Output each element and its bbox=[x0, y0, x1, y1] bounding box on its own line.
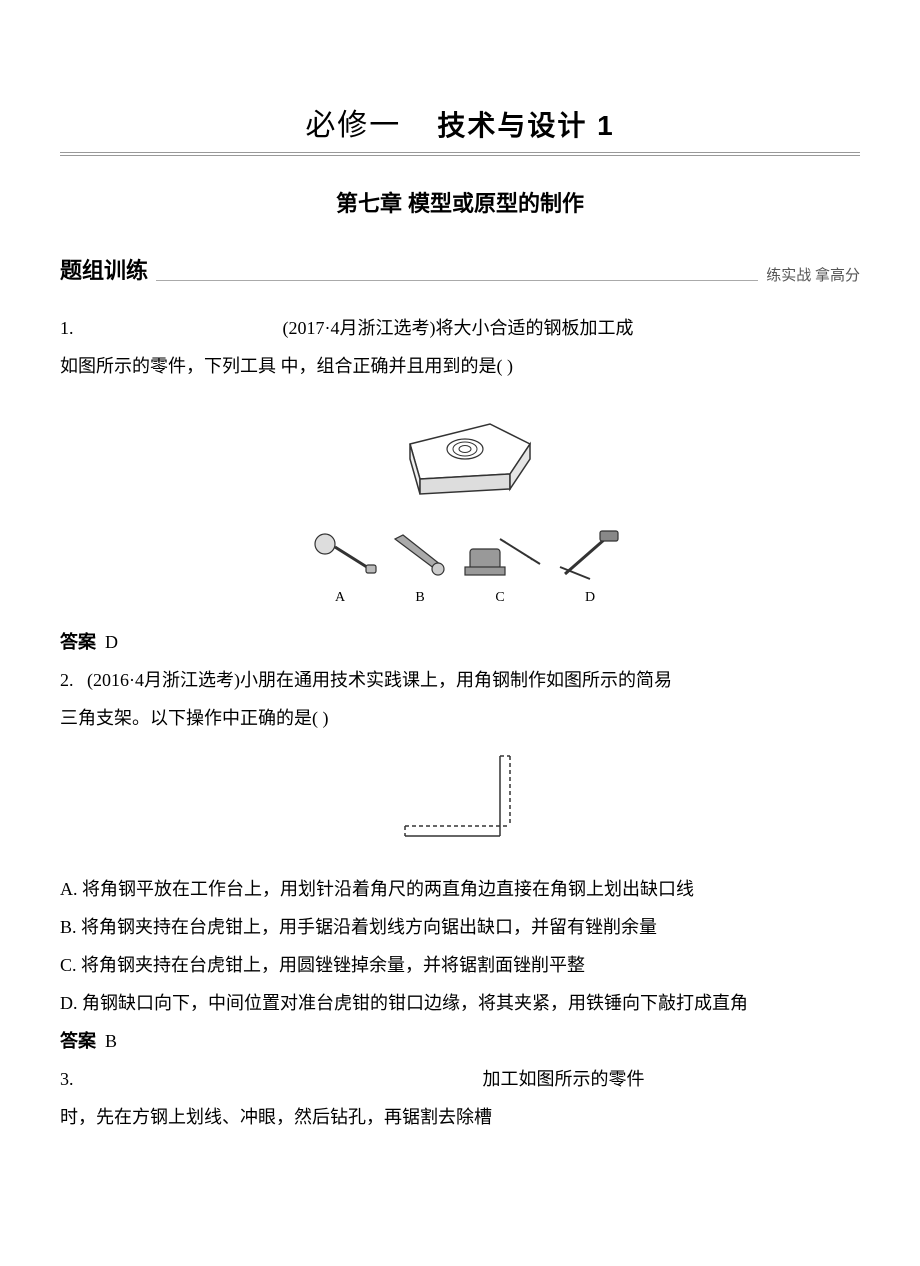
bracket-icon bbox=[375, 746, 545, 856]
tools-icon: A B C D bbox=[290, 519, 630, 609]
module-title: 必修一 技术与设计 1 bbox=[305, 111, 614, 142]
tool-label-d: D bbox=[585, 590, 595, 605]
q1-answer-value: D bbox=[105, 632, 118, 652]
header-rule bbox=[60, 152, 860, 156]
section-sub: 练实战 拿高分 bbox=[766, 264, 860, 285]
q2-line2: 三角支架。以下操作中正确的是( ) bbox=[60, 700, 860, 736]
q2-num: 2. bbox=[60, 670, 74, 690]
q2-opt-c: C. 将角钢夹持在台虎钳上，用圆锉锉掉余量，并将锯割面锉削平整 bbox=[60, 947, 860, 983]
section-header: 题组训练 练实战 拿高分 bbox=[60, 253, 860, 285]
q1-answer-label: 答案 bbox=[60, 632, 96, 652]
chapter-title: 第七章 模型或原型的制作 bbox=[60, 186, 860, 218]
q1-source: (2017·4月浙江选考) bbox=[283, 318, 436, 338]
q2-source: (2016·4月浙江选考) bbox=[87, 670, 240, 690]
q1-line1: 1. (2017·4月浙江选考)将大小合适的钢板加工成 bbox=[60, 310, 860, 346]
q1-num: 1. bbox=[60, 318, 74, 338]
part-icon bbox=[370, 394, 550, 504]
q3-line2: 时，先在方钢上划线、冲眼，然后钻孔，再锯割去除槽 bbox=[60, 1099, 860, 1135]
tool-label-c: C bbox=[495, 590, 504, 605]
q2-stem-a: 小朋在通用技术实践课上，用角钢制作如图所示的简易 bbox=[240, 670, 672, 690]
q1-line2: 如图所示的零件，下列工具 中，组合正确并且用到的是( ) bbox=[60, 348, 860, 384]
q1-stem-a: 将大小合适的钢板加工成 bbox=[435, 318, 633, 338]
q3-num: 3. bbox=[60, 1069, 74, 1089]
q2-opt-a: A. 将角钢平放在工作台上，用划针沿着角尺的两直角边直接在角钢上划出缺口线 bbox=[60, 871, 860, 907]
q2-opt-b: B. 将角钢夹持在台虎钳上，用手锯沿着划线方向锯出缺口，并留有锉削余量 bbox=[60, 909, 860, 945]
q1-part-figure bbox=[60, 394, 860, 509]
module-suffix: 技术与设计 1 bbox=[437, 110, 614, 141]
q2-opt-d: D. 角钢缺口向下，中间位置对准台虎钳的钳口边缘，将其夹紧，用铁锤向下敲打成直角 bbox=[60, 985, 860, 1021]
q3-stem-a: 加工如图所示的零件 bbox=[483, 1069, 645, 1089]
tool-label-b: B bbox=[415, 590, 424, 605]
q1-tools-figure: A B C D bbox=[60, 519, 860, 614]
q3-line1: 3. 加工如图所示的零件 bbox=[60, 1061, 860, 1097]
q2-answer-value: B bbox=[105, 1031, 117, 1051]
module-prefix: 必修一 bbox=[305, 109, 401, 142]
q1-answer: 答案 D bbox=[60, 624, 860, 660]
module-header: 必修一 技术与设计 1 bbox=[60, 100, 860, 144]
tool-label-a: A bbox=[335, 590, 346, 605]
section-label: 题组训练 bbox=[60, 253, 148, 285]
section-line bbox=[156, 280, 758, 281]
q2-answer-label: 答案 bbox=[60, 1031, 96, 1051]
q2-answer: 答案 B bbox=[60, 1023, 860, 1059]
q2-figure bbox=[60, 746, 860, 861]
q2-line1: 2. (2016·4月浙江选考)小朋在通用技术实践课上，用角钢制作如图所示的简易 bbox=[60, 662, 860, 698]
